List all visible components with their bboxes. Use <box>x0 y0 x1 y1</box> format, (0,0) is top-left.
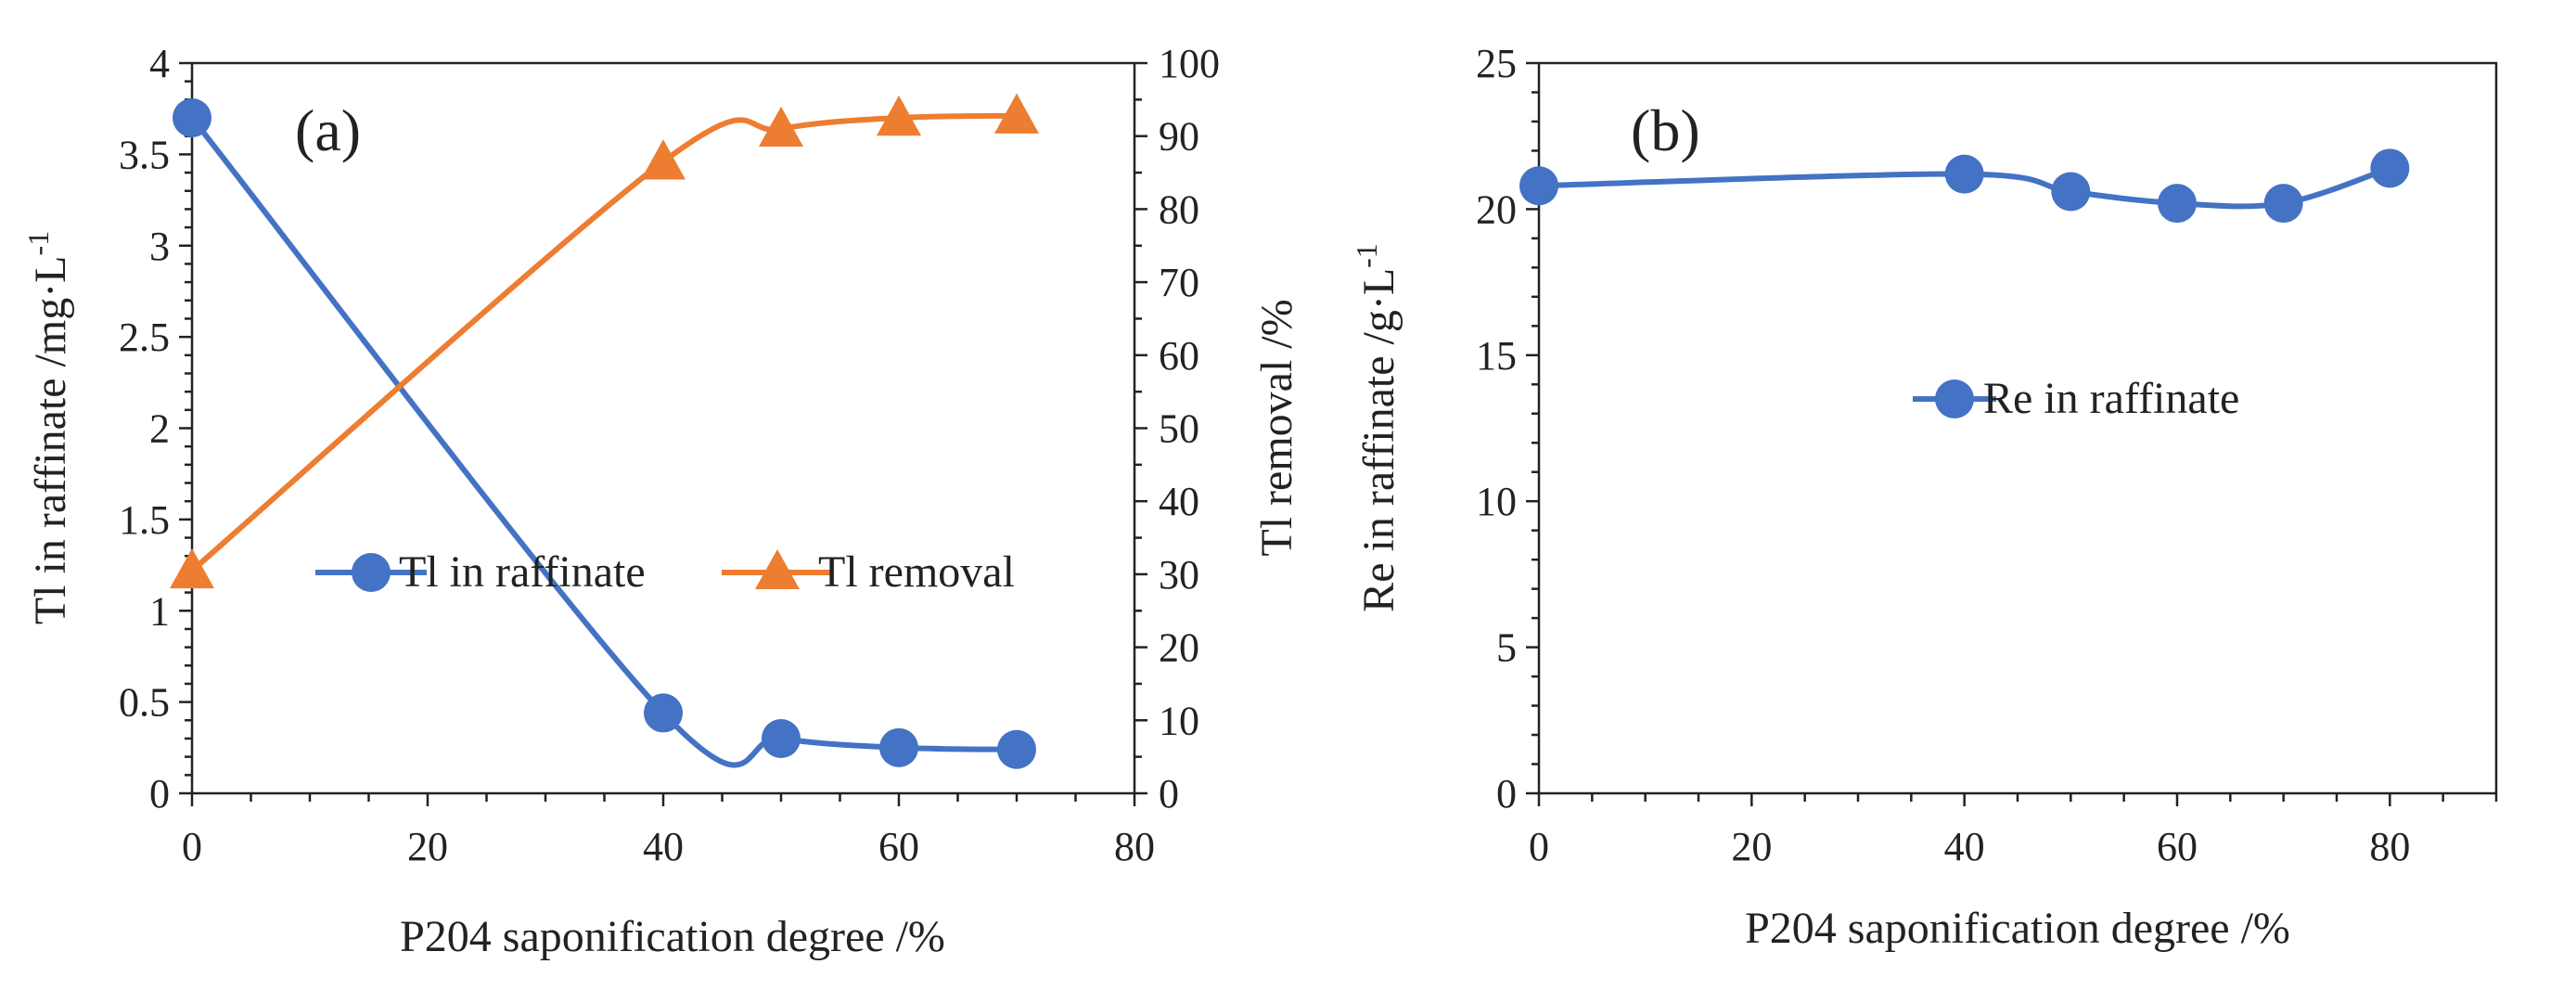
panel-a-y-axis-title-sup: -1 <box>21 231 55 256</box>
panel-a-y-tick-label: 3.5 <box>119 132 170 177</box>
data-point-tl-in-raffinate <box>879 727 918 767</box>
panel-a-label: (a) <box>295 97 361 163</box>
panel-a-legend: Tl in raffinate Tl removal <box>315 547 1015 597</box>
panel-a-y-tick-label: 0 <box>149 771 170 817</box>
legend-marker-re-raffinate <box>1935 379 1974 418</box>
panel-a-markers <box>170 93 1039 769</box>
panel-a: 0 20 40 60 8000.511.522.533.5401020304050607… <box>21 41 1301 961</box>
panel-a-y2-tick-label: 70 <box>1159 260 1199 305</box>
data-point-re-in-raffinate <box>2263 184 2303 224</box>
data-point-re-in-raffinate <box>2158 184 2197 224</box>
panel-b-y-axis-title-text: Re in raffinate /g·L <box>1354 268 1403 612</box>
panel-b-x-tick-label: 60 <box>2157 824 2198 869</box>
panel-b-x-axis-title: P204 saponification degree /% <box>1745 904 2290 953</box>
panel-a-ticks: 0 20 40 60 8000.511.522.533.5401020304050607… <box>119 41 1220 869</box>
panel-a-y2-tick-label: 0 <box>1159 771 1179 817</box>
panel-b-y-axis-title: Re in raffinate /g·L-1 <box>1350 243 1403 612</box>
panel-a-series-lines <box>189 112 1018 768</box>
panel-a-y-axis-title: Tl in raffinate /mg·L-1 <box>21 231 75 624</box>
panel-a-x-axis-title: P204 saponification degree /% <box>400 912 945 961</box>
panel-a-y-tick-label: 1 <box>149 588 170 634</box>
panel-b-x-tick-label: 20 <box>1731 824 1772 869</box>
panel-b-y-tick-label: 5 <box>1496 625 1517 671</box>
panel-a-y-tick-label: 2.5 <box>119 315 170 360</box>
panel-b-label: (b) <box>1631 97 1700 163</box>
data-point-re-in-raffinate <box>1519 166 1558 206</box>
panel-a-y2-tick-label: 10 <box>1159 698 1199 743</box>
legend-label-tl-raffinate: Tl in raffinate <box>399 547 646 597</box>
panel-a-y2-tick-label: 60 <box>1159 333 1199 379</box>
panel-b-ticks: 0 20 40 60 80 0 5 10 15 20 25 <box>1476 41 2498 869</box>
panel-b-legend: Re in raffinate <box>1913 374 2239 423</box>
panel-a-x-tick-label: 40 <box>643 824 684 869</box>
panel-b-y-tick-label: 15 <box>1476 333 1517 379</box>
data-point-re-in-raffinate <box>1944 154 1984 194</box>
data-point-tl-in-raffinate <box>762 718 801 758</box>
panel-b-y-tick-label: 20 <box>1476 186 1517 232</box>
panel-b-x-tick-label: 0 <box>1529 824 1549 869</box>
panel-a-y2-tick-label: 80 <box>1159 186 1199 232</box>
data-point-tl-in-raffinate <box>997 729 1036 769</box>
panel-a-y-tick-label: 2 <box>149 406 170 452</box>
panel-a-x-tick-label: 20 <box>407 824 448 869</box>
data-point-tl-removal <box>994 93 1039 134</box>
panel-a-y2-axis-title: Tl removal /% <box>1252 299 1301 556</box>
legend-label-re-raffinate: Re in raffinate <box>1983 374 2239 423</box>
panel-a-y-tick-label: 3 <box>149 224 170 269</box>
data-point-re-in-raffinate <box>2370 148 2410 188</box>
panel-a-y-tick-label: 0.5 <box>119 680 170 726</box>
panel-a-x-tick-label: 0 <box>182 824 202 869</box>
panel-b-y-axis-title-sup: -1 <box>1350 243 1383 268</box>
legend-label-tl-removal: Tl removal <box>818 547 1015 597</box>
panel-b-x-tick-label: 40 <box>1944 824 1985 869</box>
panel-a-y-tick-label: 1.5 <box>119 497 170 543</box>
panel-b-y-tick-label: 10 <box>1476 479 1517 524</box>
panel-a-y2-tick-label: 40 <box>1159 479 1199 524</box>
panel-a-y2-tick-label: 50 <box>1159 406 1199 452</box>
legend-marker-tl-removal <box>755 549 800 589</box>
panel-a-y2-tick-label: 30 <box>1159 552 1199 598</box>
data-point-tl-removal <box>170 547 214 589</box>
panel-b-markers <box>1519 148 2410 224</box>
data-point-tl-in-raffinate <box>644 693 683 733</box>
panel-a-y2-tick-label: 20 <box>1159 625 1199 671</box>
panel-b-y-tick-label: 25 <box>1476 41 1517 86</box>
data-point-tl-in-raffinate <box>173 98 211 138</box>
panel-b: 0 20 40 60 80 0 5 10 15 20 25 (b) P204 saponificat… <box>1350 41 2498 953</box>
panel-b-x-tick-label: 80 <box>2369 824 2410 869</box>
data-point-tl-removal <box>641 139 686 180</box>
panel-a-y2-tick-label: 90 <box>1159 114 1199 160</box>
panel-b-y-tick-label: 0 <box>1496 771 1517 817</box>
series-line-tl-in-raffinate <box>189 116 1018 768</box>
data-point-tl-removal <box>877 96 921 136</box>
panel-a-y-tick-label: 4 <box>149 41 170 86</box>
panel-a-y-axis-title-text: Tl in raffinate /mg·L <box>26 256 75 625</box>
series-line-tl-removal <box>190 112 1018 573</box>
panel-b-plot-frame <box>1537 61 2498 795</box>
panel-a-x-tick-label: 80 <box>1114 824 1155 869</box>
panel-a-x-tick-label: 60 <box>878 824 919 869</box>
data-point-tl-removal <box>759 106 803 148</box>
panel-a-y2-tick-label: 100 <box>1159 41 1220 86</box>
legend-marker-tl-raffinate <box>352 553 391 592</box>
data-point-re-in-raffinate <box>2051 172 2091 212</box>
